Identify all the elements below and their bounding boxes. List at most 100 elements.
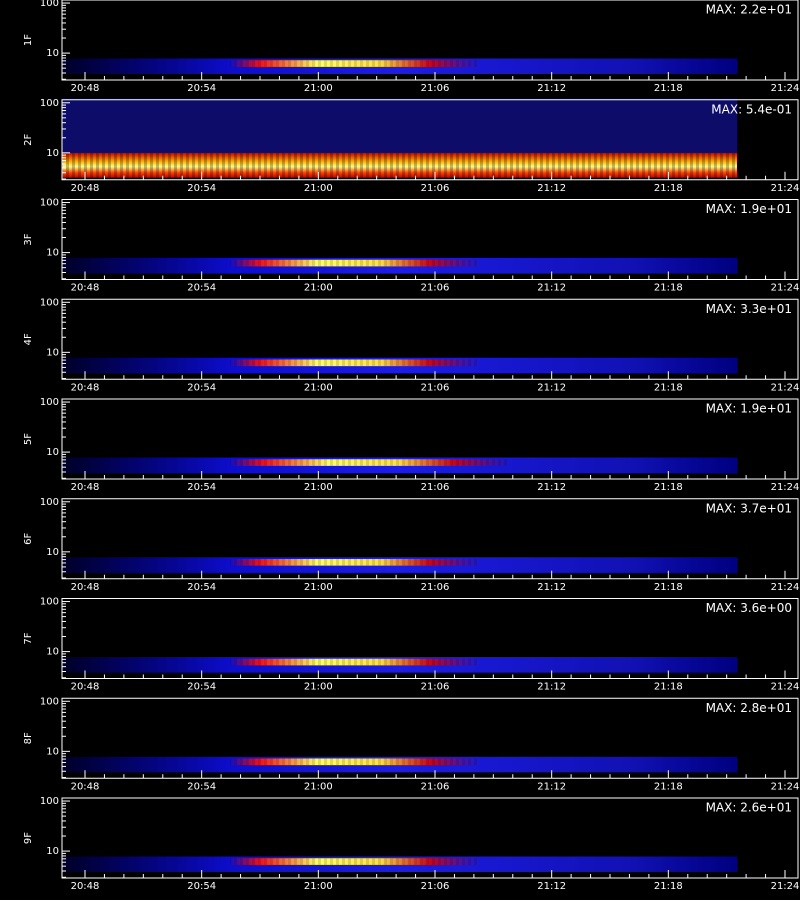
panel-label: 3F <box>23 233 34 245</box>
x-tick-label: 21:06 <box>421 183 450 194</box>
y-tick-label: 10 <box>46 347 59 358</box>
hot-band-texture <box>230 758 480 766</box>
x-tick-label: 20:48 <box>71 781 100 792</box>
max-label: MAX: 3.3e+01 <box>706 302 792 316</box>
y-tick-label: 100 <box>40 597 59 608</box>
x-tick-label: 21:18 <box>654 682 683 693</box>
y-tick-label: 100 <box>40 397 59 408</box>
x-tick-label: 21:12 <box>537 183 566 194</box>
x-tick-label: 21:12 <box>537 881 566 892</box>
panel-label: 5F <box>23 433 34 445</box>
max-label: MAX: 2.2e+01 <box>706 3 792 17</box>
y-tick-label: 10 <box>46 846 59 857</box>
hot-band-texture <box>230 658 480 666</box>
y-tick-label: 10 <box>46 746 59 757</box>
x-tick-label: 20:48 <box>71 881 100 892</box>
max-label: MAX: 1.9e+01 <box>706 202 792 216</box>
x-tick-label: 21:24 <box>771 382 800 393</box>
x-tick-label: 20:54 <box>187 382 216 393</box>
max-label: MAX: 1.9e+01 <box>706 402 792 416</box>
x-tick-label: 21:18 <box>654 283 683 294</box>
hot-band-texture <box>230 60 480 67</box>
x-tick-label: 20:54 <box>187 781 216 792</box>
x-tick-label: 20:48 <box>71 83 100 94</box>
y-tick-label: 100 <box>40 497 59 508</box>
x-tick-label: 20:54 <box>187 482 216 493</box>
x-tick-label: 21:24 <box>771 283 800 294</box>
x-tick-label: 21:06 <box>421 781 450 792</box>
x-tick-label: 21:06 <box>421 881 450 892</box>
x-tick-label: 21:06 <box>421 682 450 693</box>
y-tick-label: 10 <box>46 647 59 658</box>
x-tick-label: 21:12 <box>537 781 566 792</box>
max-label: MAX: 2.6e+01 <box>706 801 792 815</box>
x-tick-label: 20:54 <box>187 183 216 194</box>
hot-band-texture <box>230 558 480 566</box>
plot-frame <box>61 498 799 580</box>
y-tick-label: 100 <box>40 198 59 209</box>
y-tick-label: 100 <box>40 796 59 807</box>
plot-frame <box>61 398 799 480</box>
x-tick-label: 21:00 <box>304 582 333 593</box>
plot-frame <box>61 199 799 280</box>
x-tick-label: 21:24 <box>771 682 800 693</box>
hot-band-texture <box>230 459 510 466</box>
x-tick-label: 20:54 <box>187 582 216 593</box>
x-tick-label: 20:48 <box>71 582 100 593</box>
y-tick-label: 10 <box>46 547 59 558</box>
y-tick-label: 10 <box>46 248 59 259</box>
panel-label: 6F <box>23 532 34 544</box>
x-tick-label: 21:00 <box>304 682 333 693</box>
x-tick-label: 21:12 <box>537 83 566 94</box>
hot-band-texture <box>230 858 480 865</box>
x-tick-label: 21:00 <box>304 83 333 94</box>
panel-label: 7F <box>23 632 34 644</box>
hot-band-texture <box>230 359 480 367</box>
panel-label: 1F <box>23 34 34 46</box>
y-tick-label: 100 <box>40 696 59 707</box>
x-tick-label: 20:54 <box>187 881 216 892</box>
x-tick-label: 21:06 <box>421 283 450 294</box>
x-tick-label: 21:24 <box>771 881 800 892</box>
x-tick-label: 21:12 <box>537 682 566 693</box>
x-tick-label: 21:24 <box>771 582 800 593</box>
x-tick-label: 21:00 <box>304 881 333 892</box>
x-tick-label: 21:24 <box>771 781 800 792</box>
x-tick-label: 20:48 <box>71 482 100 493</box>
plot-frame <box>61 298 799 380</box>
y-tick-label: 10 <box>46 447 59 458</box>
panel-label: 9F <box>23 832 34 844</box>
plot-frame <box>61 697 799 779</box>
max-label: MAX: 2.8e+01 <box>706 701 792 715</box>
y-tick-label: 10 <box>46 148 59 159</box>
x-tick-label: 21:00 <box>304 781 333 792</box>
x-tick-label: 21:24 <box>771 183 800 194</box>
x-tick-label: 21:18 <box>654 781 683 792</box>
x-tick-label: 21:18 <box>654 382 683 393</box>
x-tick-label: 21:00 <box>304 382 333 393</box>
hot-band-texture <box>230 259 480 267</box>
x-tick-label: 20:54 <box>187 283 216 294</box>
x-tick-label: 21:12 <box>537 482 566 493</box>
y-tick-label: 100 <box>40 297 59 308</box>
x-tick-label: 20:48 <box>71 283 100 294</box>
x-tick-label: 20:48 <box>71 382 100 393</box>
plot-frame <box>61 99 799 181</box>
x-tick-label: 21:18 <box>654 83 683 94</box>
plot-frame <box>61 598 799 679</box>
panel-label: 8F <box>23 732 34 744</box>
panel-label: 2F <box>23 133 34 145</box>
x-tick-label: 21:18 <box>654 881 683 892</box>
x-tick-label: 21:12 <box>537 382 566 393</box>
y-tick-label: 100 <box>40 98 59 109</box>
x-tick-label: 21:06 <box>421 83 450 94</box>
x-tick-label: 21:24 <box>771 482 800 493</box>
x-tick-label: 21:00 <box>304 183 333 194</box>
plot-frame <box>61 0 799 81</box>
x-tick-label: 21:12 <box>537 283 566 294</box>
y-tick-label: 100 <box>40 0 59 9</box>
panel-label: 4F <box>23 333 34 345</box>
x-tick-label: 20:54 <box>187 83 216 94</box>
